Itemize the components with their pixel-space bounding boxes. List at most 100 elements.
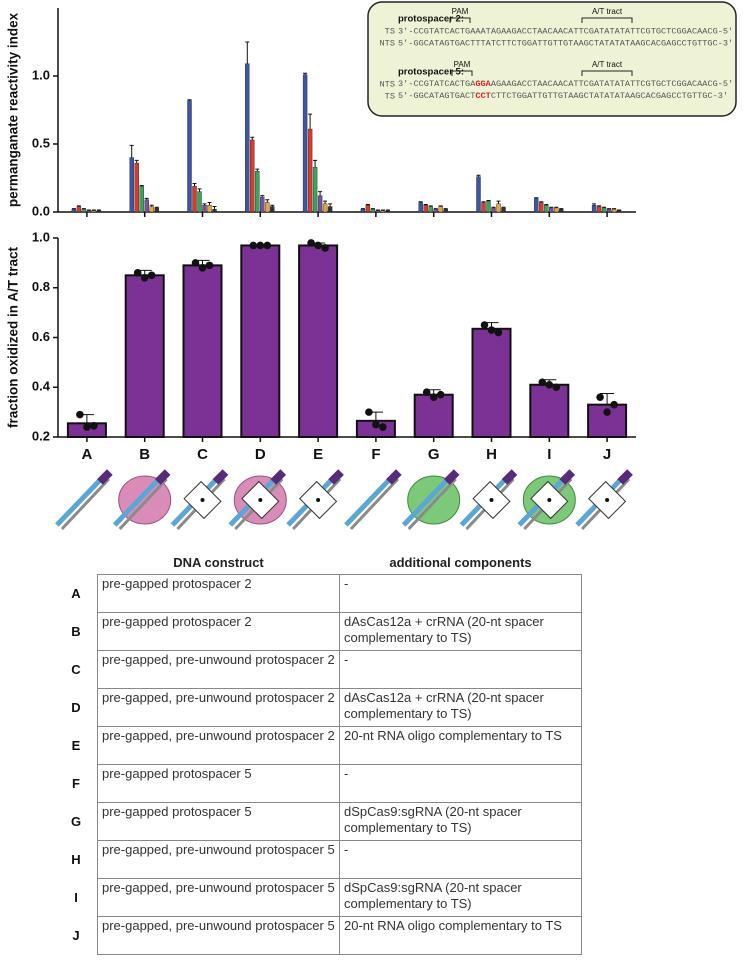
data-point	[596, 393, 604, 402]
data-point	[133, 269, 142, 277]
error-bar	[139, 184, 144, 187]
pam-label: PAM	[454, 60, 471, 69]
row-letter: J	[72, 927, 80, 943]
bar	[260, 196, 265, 213]
error-bar	[380, 209, 385, 211]
error-bar	[491, 206, 496, 208]
error-bar	[539, 201, 544, 203]
error-bar	[328, 203, 333, 207]
dna	[401, 473, 454, 527]
y-tick-label: 0.6	[32, 329, 50, 344]
data-point	[365, 408, 373, 416]
bar	[322, 203, 328, 213]
error-bar	[308, 113, 313, 130]
bar	[312, 166, 318, 213]
y-axis-label: fraction oxidized in A/T tract	[6, 246, 21, 428]
error-bar	[265, 199, 270, 203]
error-bar	[197, 188, 202, 192]
data-point	[83, 423, 91, 431]
x-tick-label: I	[547, 446, 551, 463]
strand-end	[270, 469, 287, 485]
table-cell: dSpCas9:sgRNA (20-nt spacer complementar…	[339, 802, 582, 841]
error-bar	[534, 197, 539, 199]
sequence: 5′-GGCATAGTGACTTTATCTTCTGGATTGTTGTAAGCTA…	[398, 38, 733, 48]
bar	[606, 209, 612, 213]
bar	[370, 209, 376, 213]
y-tick-label: 0.2	[32, 428, 50, 443]
strand-end	[97, 469, 113, 485]
bar	[559, 209, 564, 213]
error-bar	[549, 206, 554, 208]
data-point	[90, 422, 98, 430]
error-bar	[86, 209, 91, 211]
seq-part: 3′-CCGTATCACTGA	[398, 79, 476, 89]
bar	[471, 327, 512, 439]
data-point	[191, 259, 200, 267]
bar	[250, 139, 255, 213]
error-bar	[544, 204, 549, 206]
error-bar	[96, 209, 101, 211]
data-point	[140, 274, 149, 282]
error-bar	[245, 41, 250, 64]
strand-end	[443, 469, 460, 485]
bar	[307, 128, 313, 213]
row-letter: F	[72, 775, 80, 791]
table-cell: -	[339, 650, 582, 689]
error-bar	[154, 206, 159, 208]
data-point	[379, 423, 387, 431]
bar	[591, 204, 597, 213]
seq-part: AGAAGACCTAACAACATTCGATATATATTCGTGCTCGGAC…	[491, 79, 733, 89]
error-bar	[602, 206, 607, 208]
pam-label: PAM	[452, 7, 469, 16]
bar	[86, 210, 92, 213]
table-cell: pre-gapped protospacer 5	[97, 764, 340, 803]
tract-label: A/T tract	[592, 60, 623, 69]
bar	[549, 207, 554, 213]
error-bar	[481, 201, 486, 203]
asterisk	[316, 498, 321, 502]
asterisk	[547, 498, 552, 502]
bar	[154, 207, 159, 213]
bracket	[451, 70, 473, 76]
bar	[317, 195, 323, 213]
error-bar	[612, 208, 617, 210]
error-bar	[423, 204, 428, 206]
asterisk	[605, 498, 610, 502]
row-letter: G	[70, 813, 82, 829]
error-bar	[365, 204, 370, 206]
table-cell: dAsCas12a + crRNA (20-nt spacer compleme…	[339, 688, 582, 727]
bar	[71, 209, 77, 213]
error-bar	[202, 203, 207, 206]
dna	[407, 477, 457, 531]
header-row: DNA construct additional components	[55, 555, 582, 575]
x-tick-label: F	[371, 446, 380, 463]
row-letter: A	[71, 585, 81, 601]
error-bar	[250, 136, 255, 140]
strand: NTS	[380, 79, 395, 89]
error-bar	[370, 208, 375, 210]
error-bar	[617, 209, 622, 211]
x-tick-label: C	[197, 446, 208, 463]
error-bar	[270, 204, 275, 207]
data-point	[256, 241, 265, 250]
y-tick-label: 1.0	[32, 67, 50, 82]
bracket	[449, 17, 471, 23]
error-bar	[607, 208, 612, 210]
bar	[240, 244, 281, 438]
strand-end	[559, 469, 576, 485]
row-letter: B	[71, 623, 81, 639]
data-point	[314, 241, 322, 250]
seq-pam: GGA	[475, 79, 491, 89]
bar	[476, 176, 481, 213]
error-bar	[428, 205, 433, 207]
data-point	[422, 388, 431, 397]
dna	[344, 473, 396, 527]
bar	[182, 264, 223, 438]
bar	[380, 210, 386, 213]
